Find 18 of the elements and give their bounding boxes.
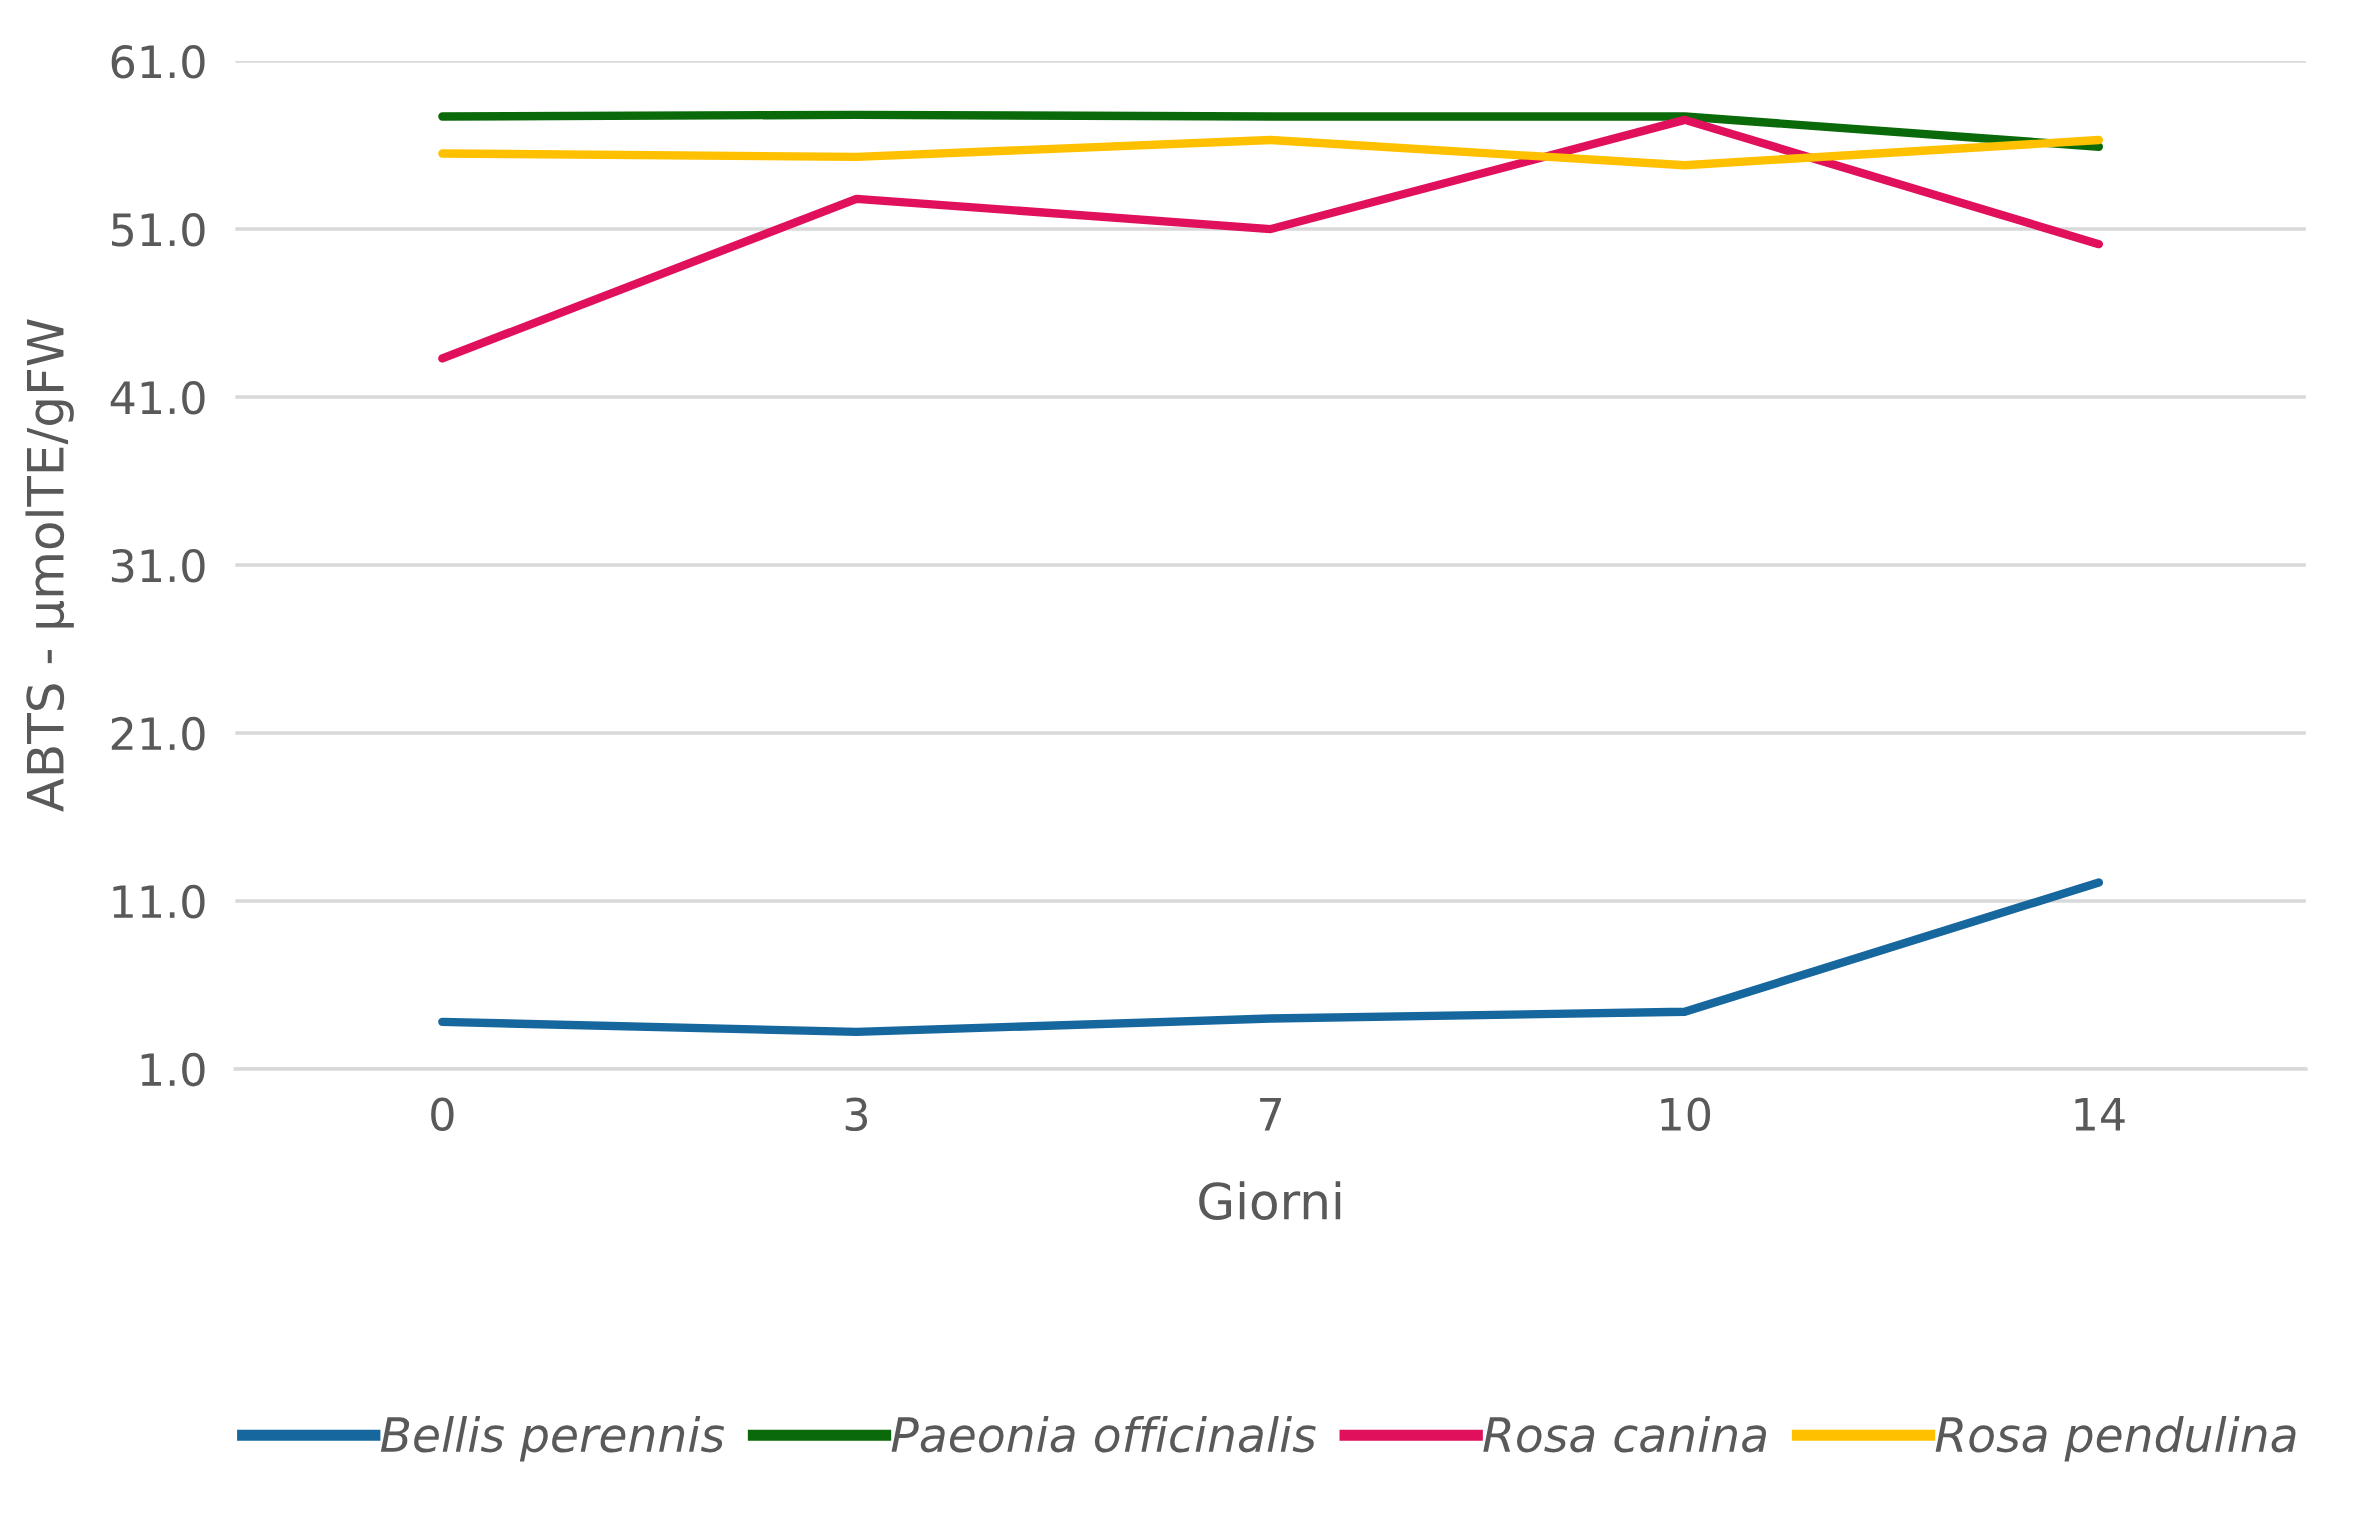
x-tick-label: 0 (431, 1097, 454, 1132)
x-tick-label: 14 (2075, 1098, 2125, 1131)
x-tick-label: 7 (1260, 1098, 1281, 1131)
y-tick-label: 21.0 (111, 716, 205, 751)
x-axis-title: Giorni (1199, 1181, 1341, 1221)
y-tick-label: 41.0 (110, 380, 205, 415)
x-tick-label: 3 (845, 1097, 868, 1132)
x-tick-label: 10 (1661, 1097, 1711, 1132)
y-tick-label: 1.0 (141, 1052, 205, 1087)
y-tick-label: 51.0 (111, 212, 205, 247)
y-tick-label: 11.0 (113, 884, 205, 919)
legend-label: Paeonia officinalis (891, 1415, 1316, 1453)
y-tick-label: 31.0 (111, 548, 205, 583)
y-axis-title: ABTS - µmolTE/gFW (25, 319, 74, 812)
legend-label: Bellis perennis (380, 1415, 725, 1462)
y-tick-label: 61.0 (111, 44, 205, 79)
legend-label: Rosa pendulina (1935, 1415, 2296, 1462)
legend-label: Rosa canina (1483, 1415, 1766, 1453)
